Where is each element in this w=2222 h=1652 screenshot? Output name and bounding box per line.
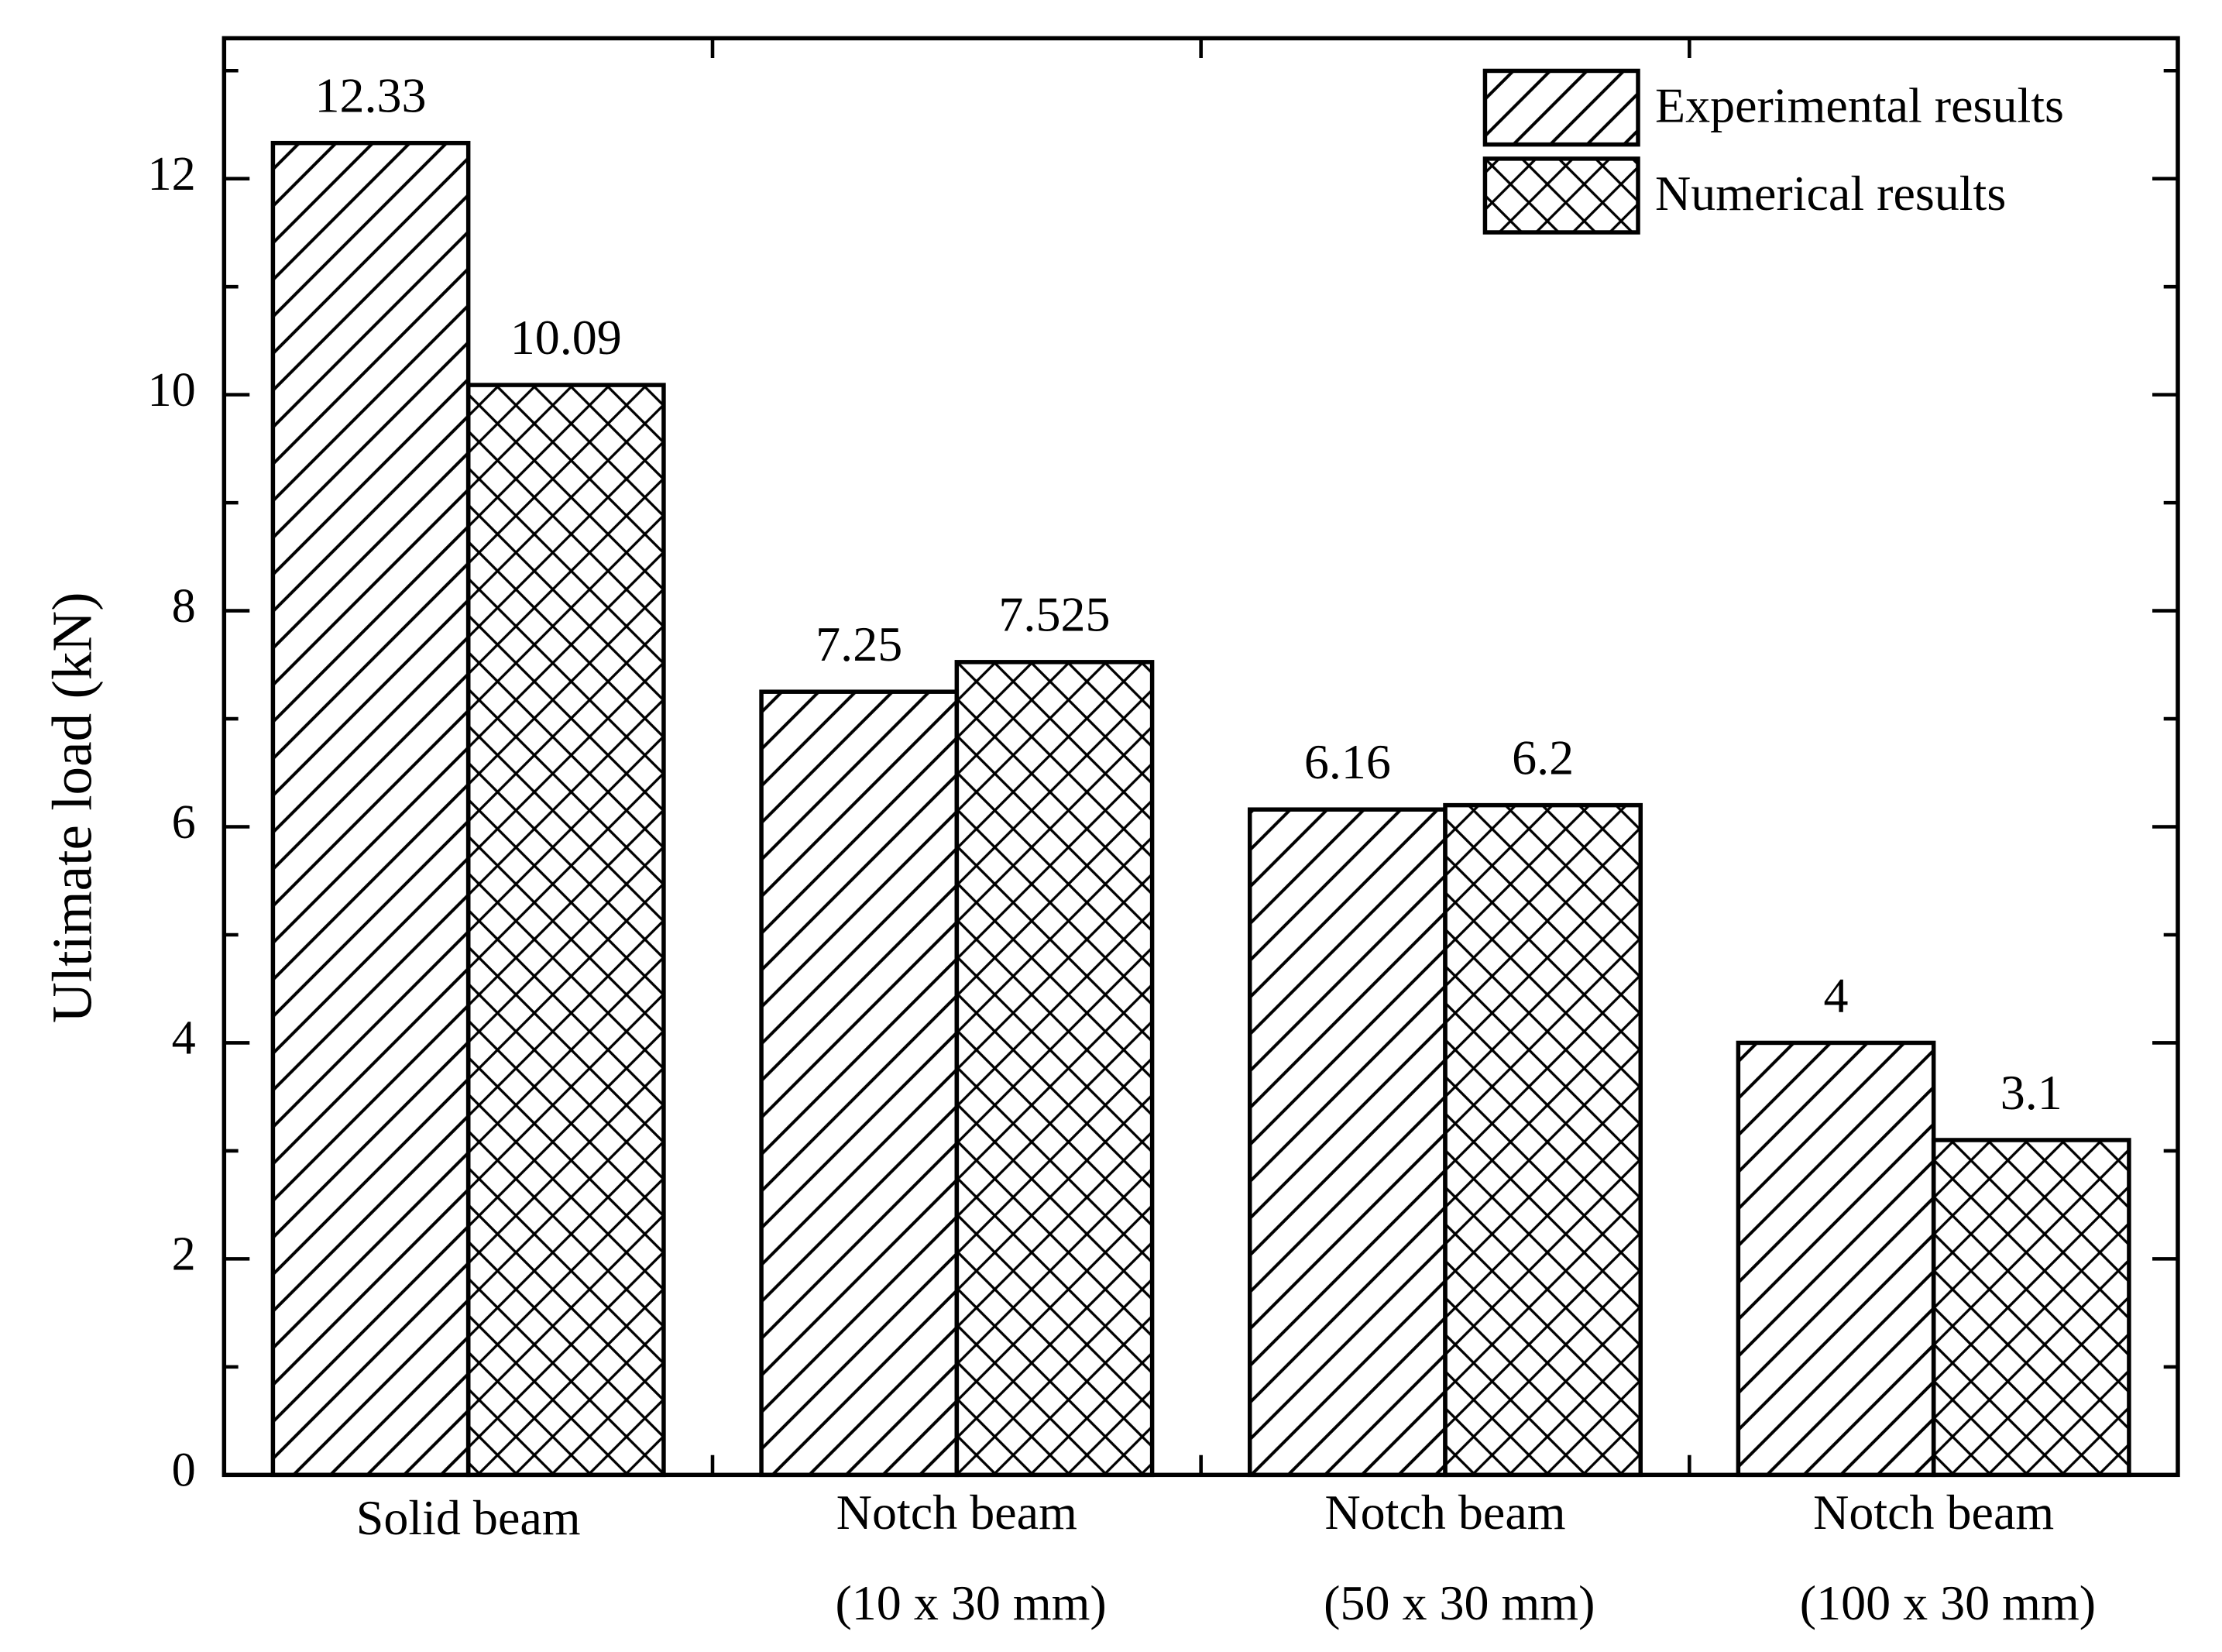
value-label: 6.16 (1304, 734, 1391, 789)
y-tick-label: 0 (172, 1444, 196, 1497)
bar (270, 140, 471, 1478)
bar (759, 689, 960, 1478)
x-tick-label: (50 x 30 mm) (1324, 1575, 1595, 1630)
legend-swatch (1482, 156, 1640, 235)
legend-label: Experimental results (1655, 77, 2064, 132)
value-label: 7.525 (998, 587, 1110, 642)
bar (1247, 807, 1448, 1478)
y-tick-label: 2 (172, 1228, 196, 1281)
y-tick-label: 12 (148, 148, 196, 201)
bar (954, 660, 1155, 1478)
bar (1736, 1040, 1936, 1478)
x-tick-label: (100 x 30 mm) (1800, 1575, 2096, 1630)
x-tick-label: Notch beam (836, 1485, 1077, 1540)
x-tick-label: Notch beam (1813, 1485, 2054, 1540)
y-tick-label: 6 (172, 796, 196, 849)
y-tick-label: 4 (172, 1012, 196, 1065)
value-label: 12.33 (315, 67, 427, 122)
value-label: 6.2 (1512, 730, 1574, 785)
legend-swatch (1482, 68, 1640, 147)
bar (465, 383, 666, 1478)
legend-label: Numerical results (1655, 166, 2006, 221)
plot-frame (222, 36, 2180, 1478)
y-tick-label: 8 (172, 580, 196, 633)
value-label: 7.25 (816, 616, 902, 671)
x-tick-label: Notch beam (1324, 1485, 1565, 1540)
x-tick-label: (10 x 30 mm) (835, 1575, 1106, 1630)
x-tick-label: Solid beam (356, 1490, 581, 1545)
bar (1931, 1138, 2131, 1478)
value-label: 4 (1824, 967, 1849, 1022)
value-label: 3.1 (2000, 1065, 2062, 1120)
y-tick-label: 10 (148, 364, 196, 417)
value-label: 10.09 (510, 310, 622, 365)
bar (1443, 802, 1643, 1478)
y-axis-label: Ultimate load (kN) (41, 592, 104, 1023)
